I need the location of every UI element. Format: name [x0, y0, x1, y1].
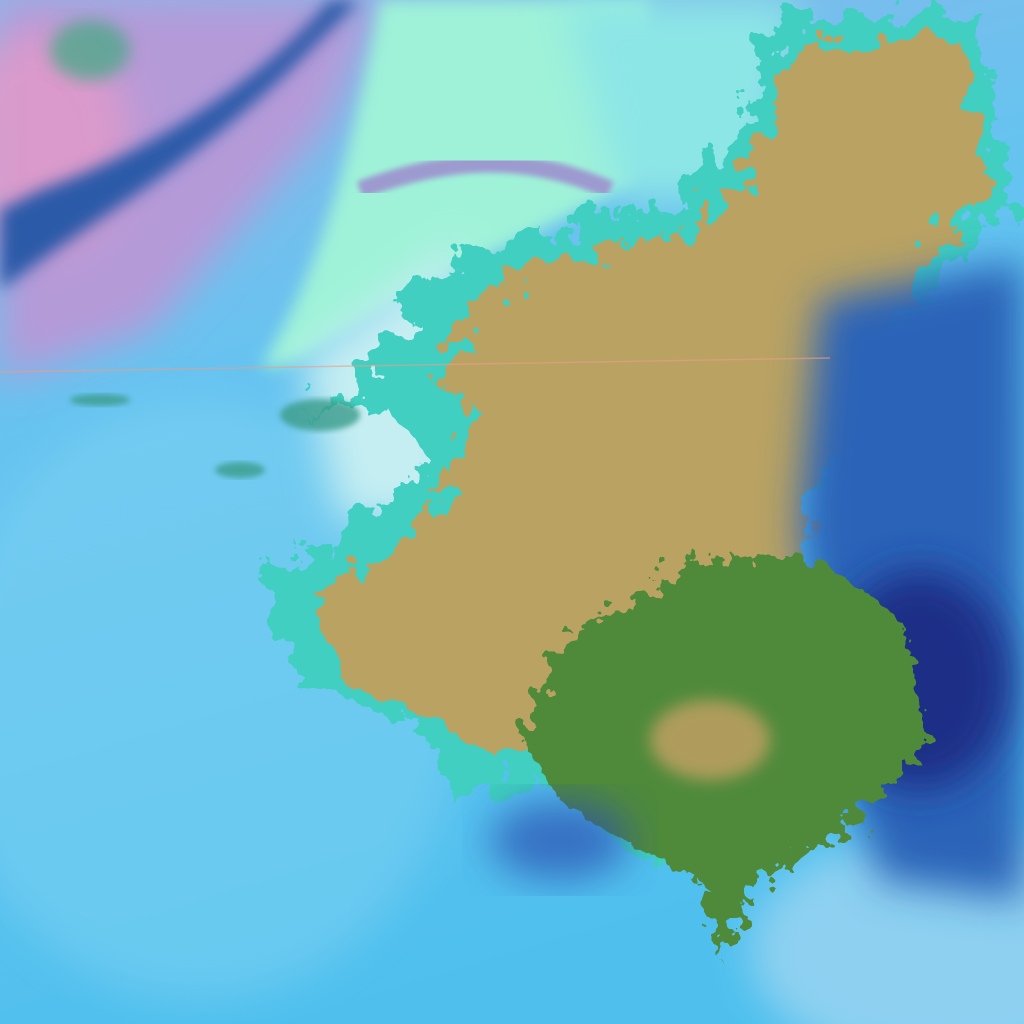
- southeast-storm-region: [490, 260, 1024, 960]
- scan-line-artifact: [0, 357, 831, 373]
- scattered-cloud-islands: [50, 20, 360, 478]
